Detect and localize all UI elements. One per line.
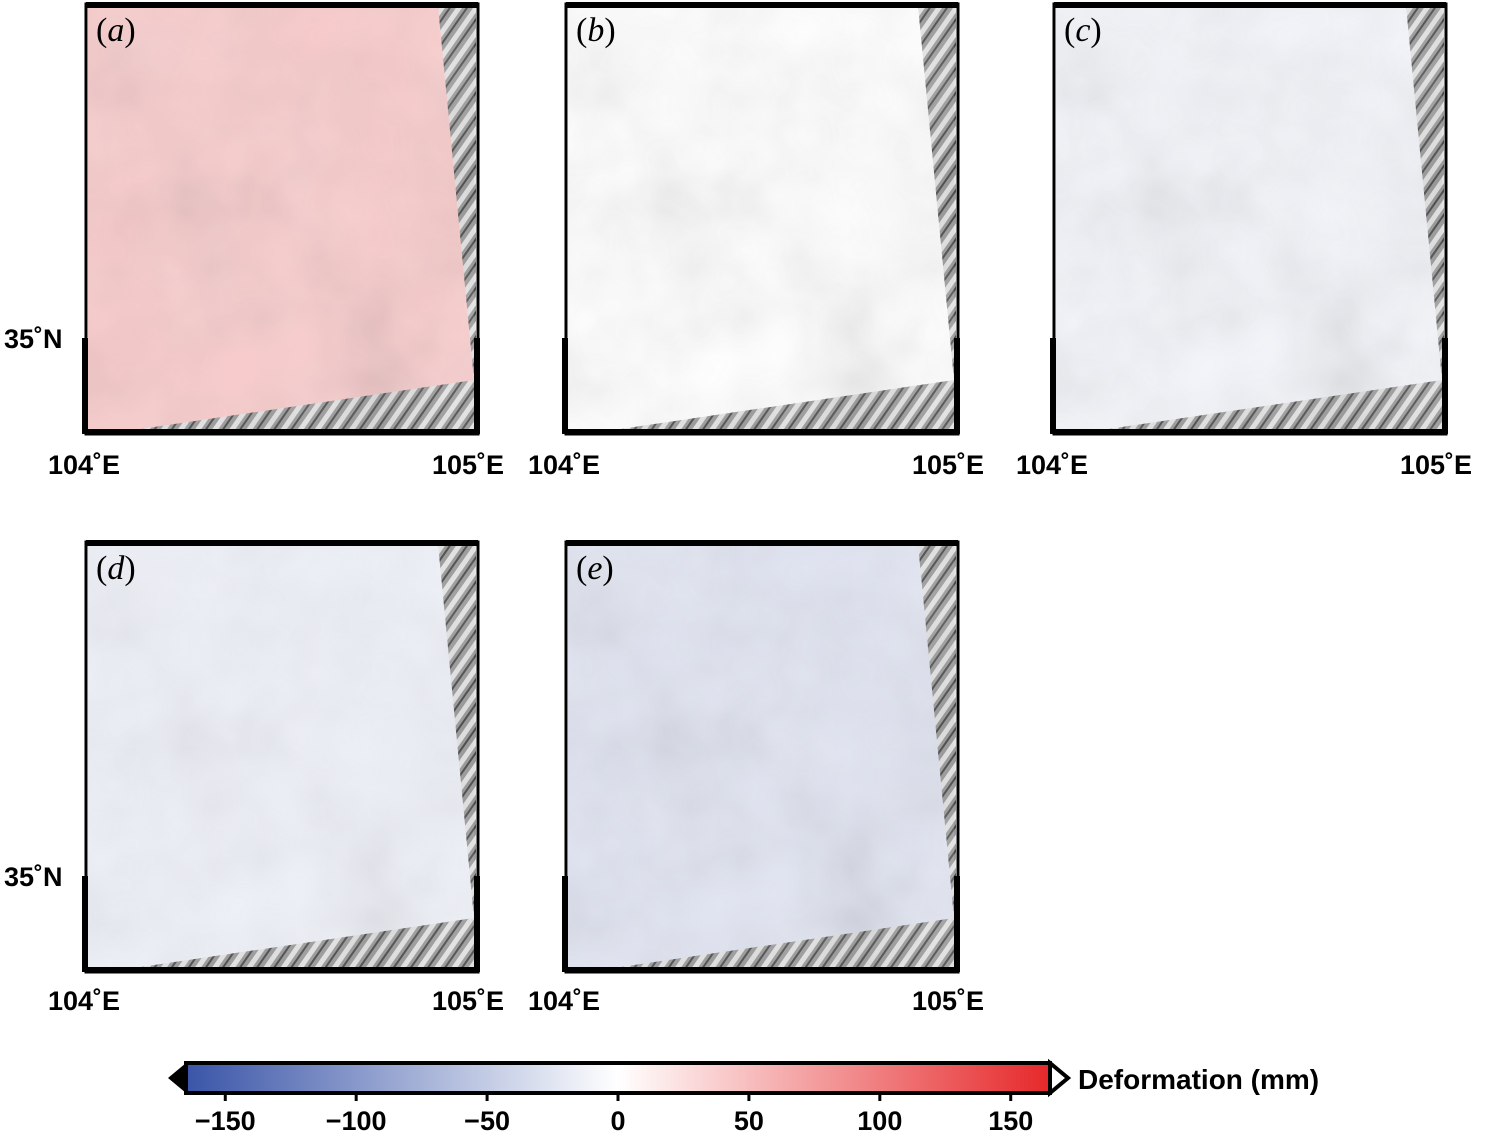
deformation-map-b bbox=[562, 2, 960, 436]
colorbar-tick-label: −50 bbox=[464, 1106, 510, 1136]
deformation-map-a bbox=[82, 2, 480, 436]
deformation-map-e bbox=[562, 540, 960, 974]
lon-label-b-west: 104˚E bbox=[528, 450, 601, 480]
lon-label-d-west: 104˚E bbox=[48, 986, 121, 1016]
colorbar-tick-label: −100 bbox=[325, 1106, 387, 1136]
panel-label-b: (b) bbox=[576, 12, 616, 49]
panel-label-a: (a) bbox=[96, 12, 136, 49]
panel-label-d: (d) bbox=[96, 550, 136, 587]
lon-label-b-east: 105˚E bbox=[912, 450, 985, 480]
lat-label-d: 35˚N bbox=[4, 862, 63, 892]
lon-label-a-east: 105˚E bbox=[432, 450, 505, 480]
map-panel-b: (b) 104˚E 105˚E bbox=[480, 0, 1000, 500]
lon-label-e-east: 105˚E bbox=[912, 986, 985, 1016]
lon-label-e-west: 104˚E bbox=[528, 986, 601, 1016]
lon-label-c-east: 105˚E bbox=[1400, 450, 1473, 480]
lon-label-d-east: 105˚E bbox=[432, 986, 505, 1016]
colorbar-tick-label: −150 bbox=[194, 1106, 256, 1136]
colorbar-tick-label: 100 bbox=[857, 1106, 903, 1136]
colorbar-tick-label: 50 bbox=[733, 1106, 764, 1136]
map-panel-d: (d) 35˚N 104˚E 105˚E bbox=[0, 538, 520, 1038]
map-panel-c: (c) 104˚E 105˚E bbox=[968, 0, 1488, 500]
panel-label-e: (e) bbox=[576, 550, 614, 587]
deformation-map-c bbox=[1050, 2, 1448, 436]
panel-label-c: (c) bbox=[1064, 12, 1102, 49]
deformation-map-d bbox=[82, 540, 480, 974]
colorbar-low-arrow bbox=[168, 1063, 186, 1093]
lon-label-c-west: 104˚E bbox=[1016, 450, 1089, 480]
map-panel-a: (a) 35˚N 104˚E 105˚E bbox=[0, 0, 520, 500]
colorbar-title: Deformation (mm) bbox=[1078, 1064, 1320, 1095]
map-panel-e: (e) 104˚E 105˚E bbox=[480, 538, 1000, 1038]
colorbar-gradient bbox=[184, 1061, 1052, 1095]
colorbar-tick-label: 150 bbox=[988, 1106, 1034, 1136]
colorbar-high-arrow bbox=[1048, 1058, 1072, 1098]
lat-label-a: 35˚N bbox=[4, 324, 63, 354]
lon-label-a-west: 104˚E bbox=[48, 450, 121, 480]
colorbar-tick-label: 0 bbox=[610, 1106, 626, 1136]
